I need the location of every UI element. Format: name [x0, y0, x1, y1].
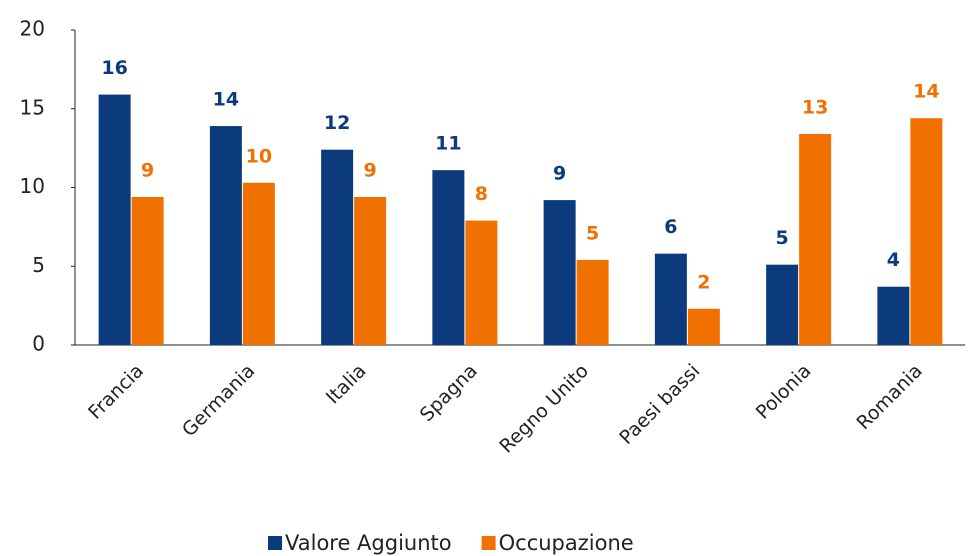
- y-tick-label: 5: [32, 253, 45, 277]
- data-label: 5: [776, 227, 789, 249]
- y-tick-label: 0: [32, 332, 45, 356]
- data-label: 8: [475, 183, 488, 205]
- data-label: 9: [553, 163, 566, 185]
- bar: [131, 196, 164, 345]
- data-label: 2: [697, 271, 710, 293]
- data-label: 12: [324, 112, 350, 134]
- bar: [687, 308, 720, 345]
- x-tick-label: Italia: [322, 360, 371, 409]
- bar: [576, 259, 609, 345]
- bar: [877, 286, 910, 345]
- legend-swatch: [481, 536, 496, 550]
- data-label: 16: [101, 57, 127, 79]
- data-label: 9: [141, 159, 154, 181]
- x-tick-label: Regno Unito: [495, 360, 593, 458]
- data-label: 6: [664, 216, 677, 238]
- bar: [910, 118, 943, 345]
- bar: [354, 196, 387, 345]
- x-tick-label: Paesi bassi: [615, 360, 704, 449]
- bar: [766, 264, 799, 345]
- x-tick-label: Francia: [84, 360, 148, 424]
- bar: [242, 182, 275, 345]
- bar: [543, 200, 576, 345]
- legend-swatch: [268, 536, 282, 550]
- x-tick-label: Romania: [852, 360, 926, 434]
- data-label: 14: [913, 81, 939, 103]
- bar: [799, 133, 832, 345]
- data-label: 13: [802, 96, 828, 118]
- data-label: 11: [435, 133, 461, 155]
- bar: [98, 94, 131, 345]
- data-label: 10: [246, 145, 272, 167]
- bar: [321, 149, 354, 345]
- x-tick-label: Germania: [178, 360, 259, 441]
- x-tick-label: Spagna: [416, 360, 482, 426]
- y-tick-label: 10: [20, 174, 45, 198]
- data-label: 4: [887, 249, 900, 271]
- bar: [432, 170, 465, 345]
- data-label: 5: [586, 222, 599, 244]
- bar: [465, 220, 498, 345]
- x-tick-label: Polonia: [752, 360, 816, 424]
- bar: [654, 253, 687, 345]
- legend-label: Occupazione: [499, 531, 634, 555]
- y-tick-label: 20: [20, 17, 45, 41]
- bar: [209, 126, 242, 345]
- data-label: 9: [364, 159, 377, 181]
- legend-label: Valore Aggiunto: [285, 531, 452, 555]
- y-tick-label: 15: [20, 95, 45, 119]
- data-label: 14: [213, 89, 239, 111]
